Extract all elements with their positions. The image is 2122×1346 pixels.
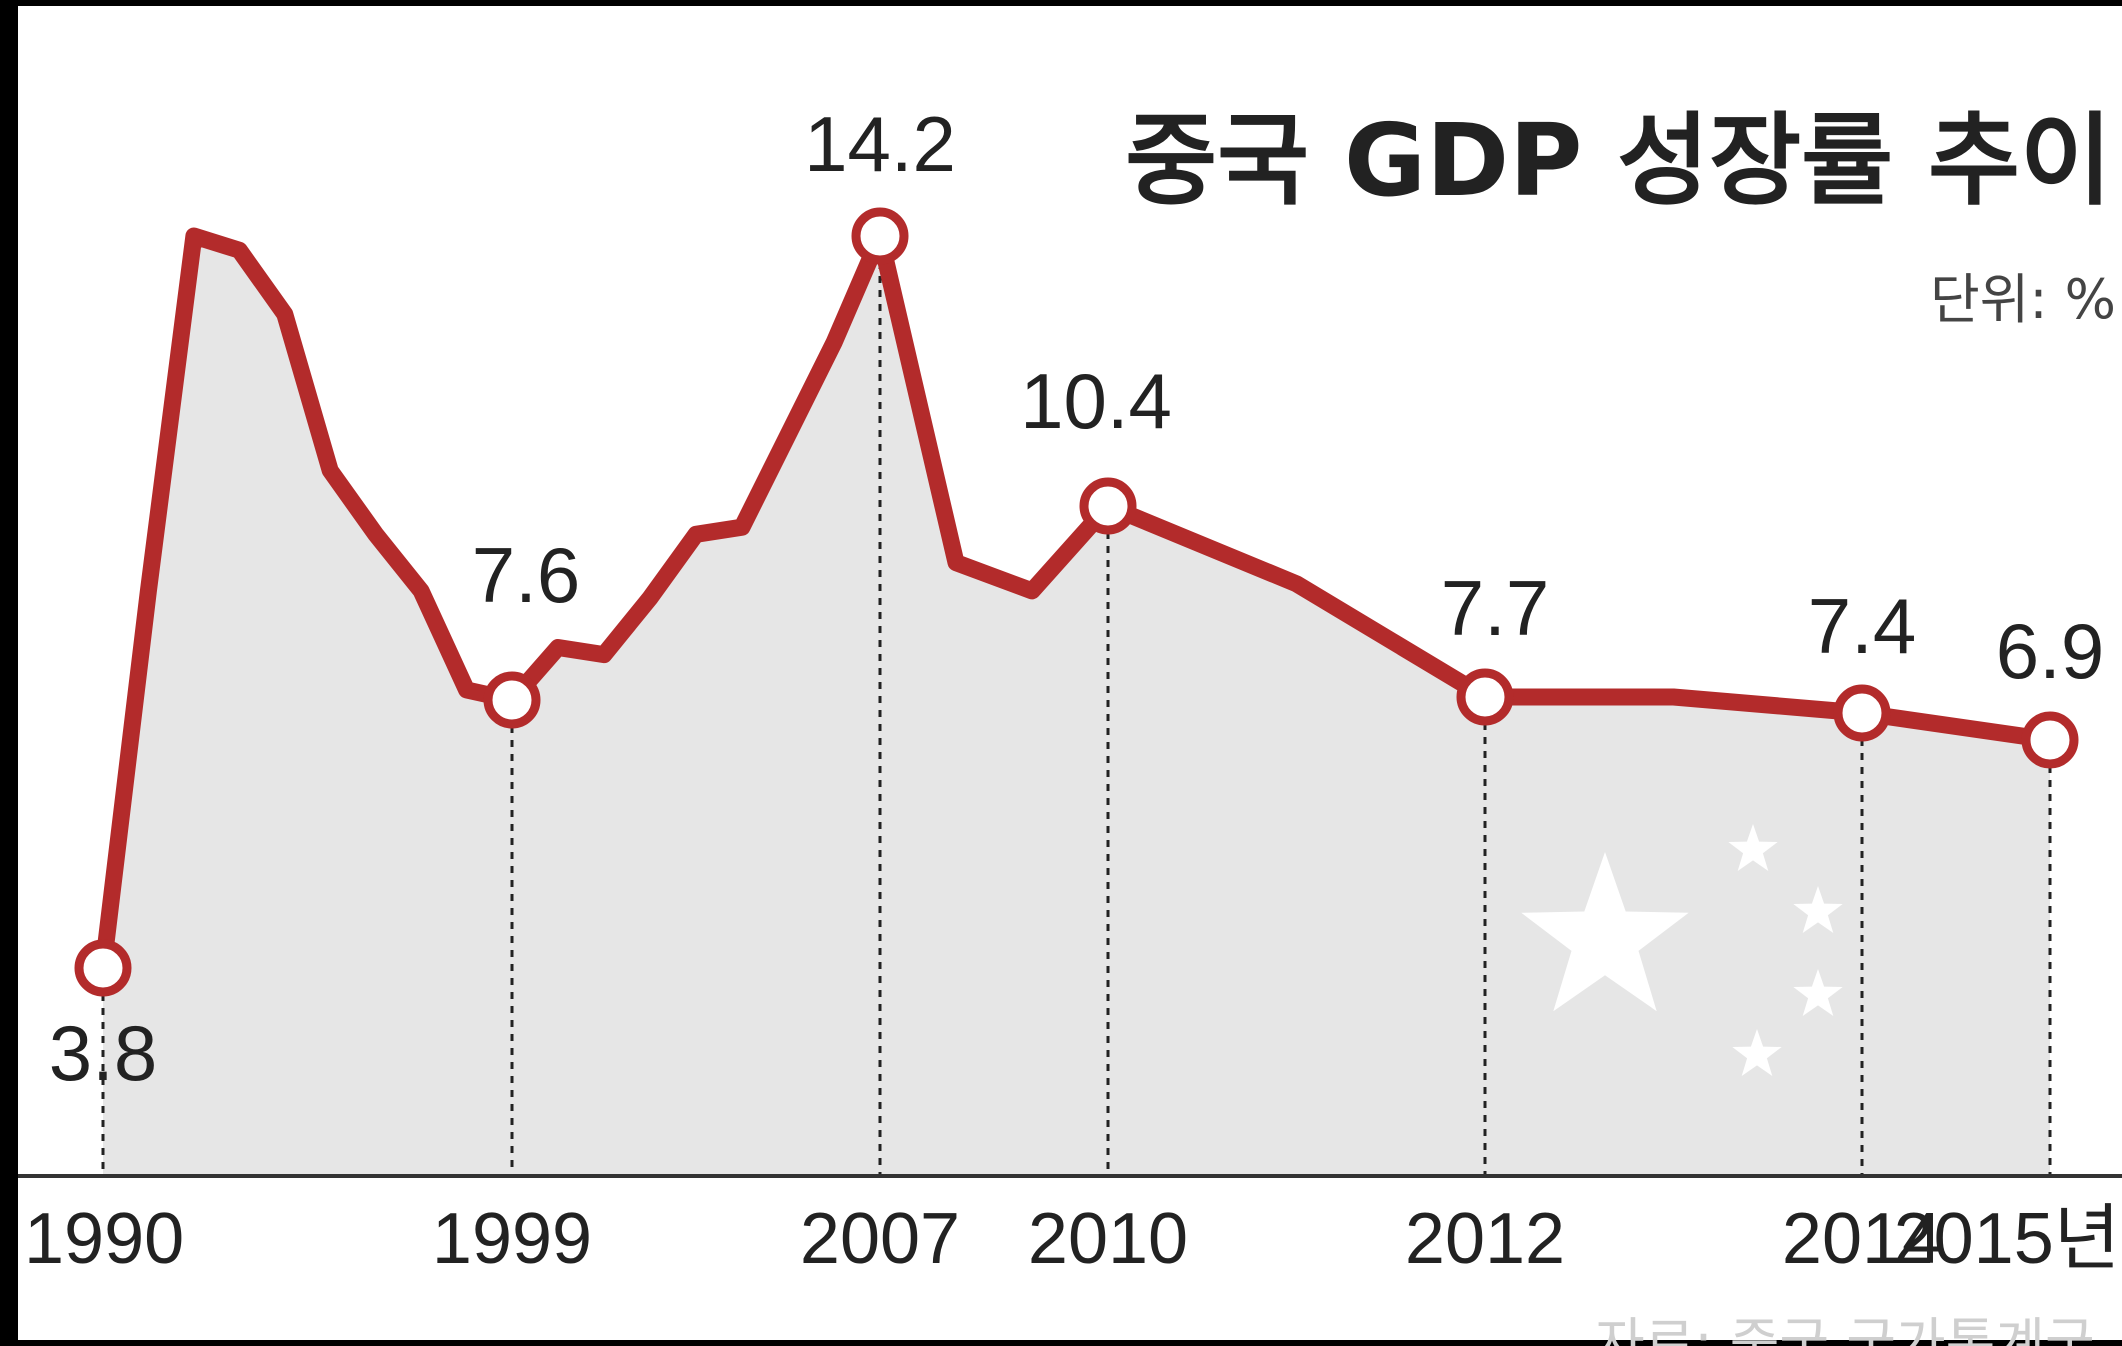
data-labels-layer: 3.8 7.6 14.2 10.4 7.7 7.4 6.9	[49, 100, 2104, 1097]
x-tick-label: 2007	[800, 1199, 960, 1279]
data-label: 7.7	[1441, 564, 1549, 652]
x-tick-label: 2015년	[1894, 1199, 2120, 1279]
small-star-icon	[1728, 824, 1778, 871]
unit-label: 단위: %	[1930, 268, 2116, 331]
data-marker	[1456, 668, 1514, 726]
data-label: 14.2	[804, 100, 956, 188]
data-label: 3.8	[49, 1009, 157, 1097]
small-star-icon	[1793, 969, 1843, 1016]
gdp-growth-line	[94, 227, 2059, 977]
x-tick-label: 1999	[432, 1199, 592, 1279]
x-tick-label: 1990	[24, 1199, 184, 1279]
data-marker	[1833, 684, 1891, 742]
markers-layer	[74, 207, 2079, 997]
data-marker	[483, 671, 541, 729]
data-label: 10.4	[1020, 357, 1172, 445]
data-marker	[2021, 711, 2079, 769]
x-tick-label: 2014	[1782, 1199, 1942, 1279]
x-tick-label: 2012	[1405, 1199, 1565, 1279]
x-tick-label: 2010	[1028, 1199, 1188, 1279]
chart-title: 중국 GDP 성장률 추이	[1125, 102, 2112, 219]
data-marker	[851, 207, 909, 265]
data-label: 6.9	[1996, 607, 2104, 695]
data-marker	[1079, 477, 1137, 535]
drop-lines	[101, 262, 2052, 1176]
flag-stars-decoration	[1521, 824, 1843, 1076]
data-label: 7.4	[1808, 582, 1916, 670]
small-star-icon	[1732, 1029, 1782, 1076]
series-line-layer	[94, 227, 2059, 977]
source-label: 자료: 중국 국가통계국	[1595, 1312, 2095, 1346]
small-star-icon	[1793, 886, 1843, 933]
big-star-icon	[1521, 852, 1689, 1012]
data-label: 7.6	[472, 531, 580, 619]
data-marker	[74, 939, 132, 997]
